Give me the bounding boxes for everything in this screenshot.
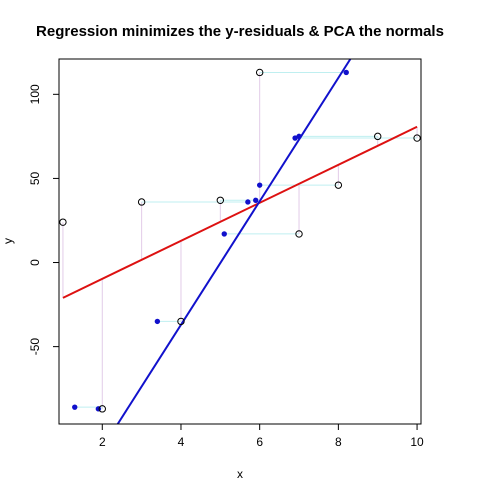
- x-tick-label: 6: [256, 435, 263, 449]
- data-point: [177, 317, 185, 326]
- projected-point: [221, 231, 227, 237]
- x-axis: 2 4 6 8 10: [99, 423, 424, 449]
- x-tick-label: 10: [410, 435, 424, 449]
- data-point: [255, 68, 264, 77]
- data-point: [295, 230, 303, 238]
- y-tick-label: 100: [28, 84, 42, 104]
- projected-point: [154, 318, 161, 325]
- projected-point: [245, 199, 251, 205]
- data-point: [59, 218, 67, 226]
- y-axis: -50 0 50 100: [28, 84, 60, 356]
- projected-points: [72, 69, 349, 412]
- y-tick-label: 0: [28, 259, 42, 266]
- regression-line: [62, 125, 418, 299]
- data-points: [59, 68, 421, 413]
- data-point: [413, 134, 421, 142]
- x-tick-label: 2: [99, 435, 106, 449]
- data-point: [216, 196, 225, 204]
- y-tick-label: -50: [28, 338, 42, 356]
- x-tick-label: 4: [178, 435, 185, 449]
- plot-frame: [58, 58, 422, 425]
- x-axis-label: x: [237, 467, 243, 480]
- projected-point: [72, 404, 78, 410]
- fit-lines: [62, 58, 418, 425]
- data-point: [374, 132, 382, 141]
- y-axis-label: y: [1, 238, 15, 244]
- projected-point: [256, 182, 263, 188]
- y-tick-label: 50: [28, 171, 42, 185]
- data-point: [334, 181, 343, 189]
- projected-point: [296, 133, 302, 140]
- projected-point: [343, 69, 349, 76]
- data-point: [137, 198, 146, 206]
- projected-point: [253, 197, 259, 203]
- pca-line: [116, 58, 352, 425]
- chart-title: Regression minimizes the y-residuals & P…: [36, 23, 444, 40]
- data-point: [98, 405, 106, 413]
- x-tick-label: 8: [335, 435, 342, 449]
- regression-residuals: [62, 72, 418, 409]
- pca-normals: [74, 71, 418, 410]
